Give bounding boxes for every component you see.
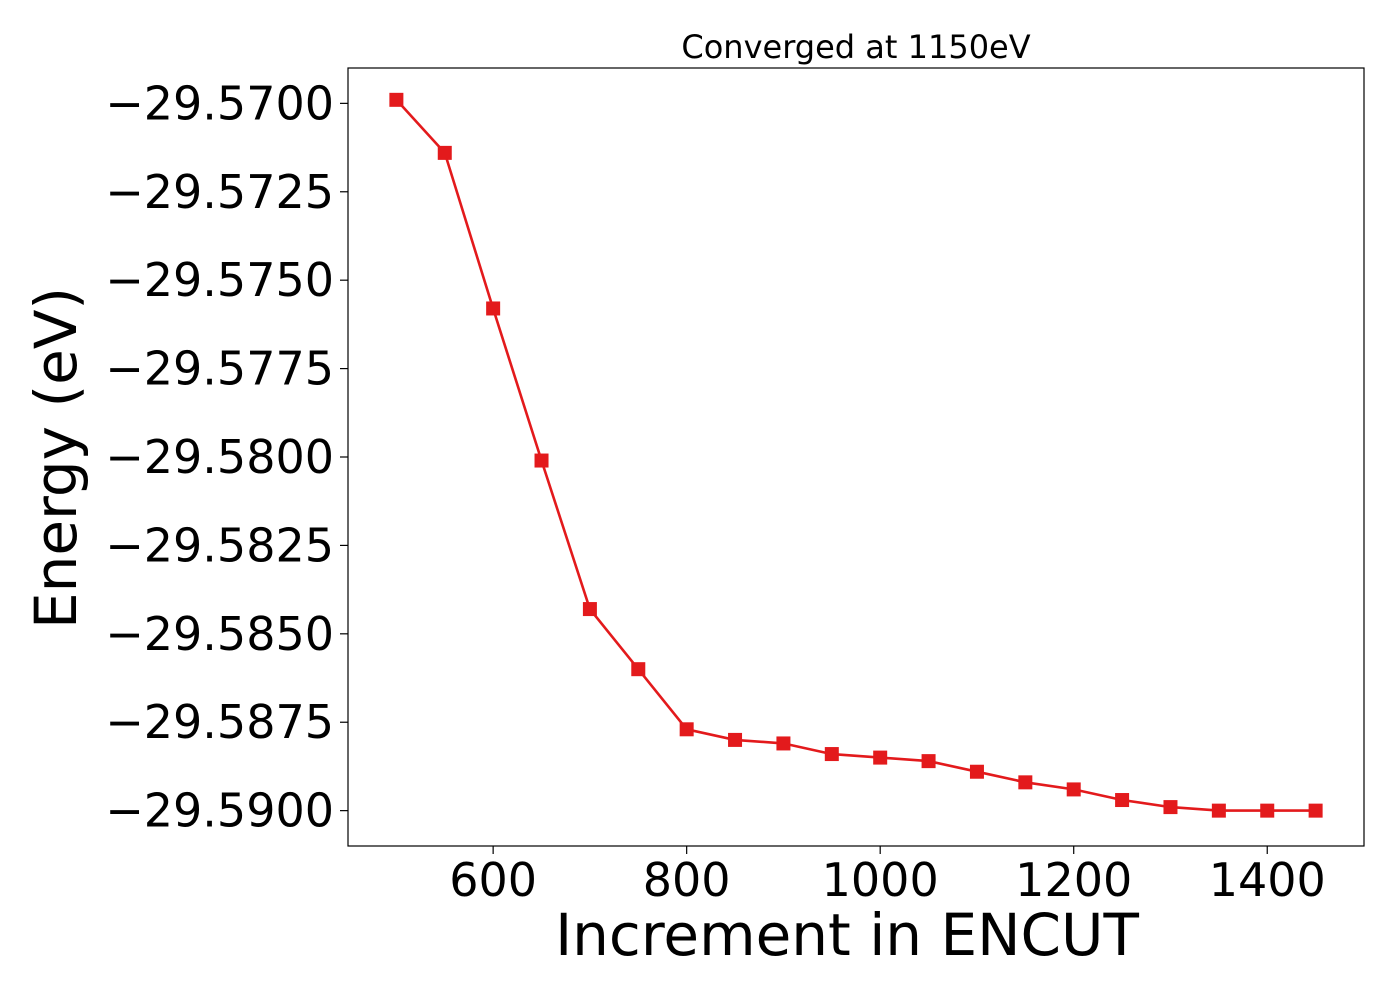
y-tick-label: −29.5825 xyxy=(105,518,334,572)
data-point-marker xyxy=(776,736,791,751)
data-point-marker xyxy=(437,145,452,160)
y-tick-label: −29.5700 xyxy=(105,76,334,130)
chart-title: Converged at 1150eV xyxy=(681,28,1030,66)
x-tick-label: 600 xyxy=(449,853,537,907)
y-tick-label: −29.5800 xyxy=(105,430,334,484)
data-point-marker xyxy=(486,301,501,316)
data-point-marker xyxy=(1066,782,1081,797)
x-tick-label: 1400 xyxy=(1209,853,1326,907)
y-tick-label: −29.5875 xyxy=(105,695,334,749)
series-line xyxy=(395,98,1316,812)
x-axis: 600 800 1000 1200 1400 xyxy=(449,846,1326,907)
data-point-marker xyxy=(1308,803,1323,818)
data-point-marker xyxy=(1115,793,1130,808)
plot-area-frame xyxy=(347,67,1365,847)
series-group xyxy=(389,92,1323,818)
y-axis: −29.5700 −29.5725 −29.5750 −29.5775 −29.5800… xyxy=(105,76,348,838)
y-tick-label: −29.5775 xyxy=(105,342,334,396)
data-point-marker xyxy=(1211,803,1226,818)
data-point-marker xyxy=(1260,803,1275,818)
y-tick-label: −29.5750 xyxy=(105,253,334,307)
data-point-marker xyxy=(582,602,597,617)
y-tick-label: −29.5725 xyxy=(105,165,334,219)
data-point-marker xyxy=(631,662,646,677)
data-point-marker xyxy=(679,722,694,737)
data-point-marker xyxy=(728,732,743,747)
y-axis-title: Energy (eV) xyxy=(22,287,90,629)
data-point-marker xyxy=(969,764,984,779)
x-tick-label: 800 xyxy=(643,853,731,907)
data-point-marker xyxy=(389,92,404,107)
x-tick-label: 1000 xyxy=(822,853,939,907)
data-point-marker xyxy=(921,754,936,769)
y-tick-label: −29.5900 xyxy=(105,784,334,838)
x-tick-label: 1200 xyxy=(1015,853,1132,907)
data-point-marker xyxy=(1018,775,1033,790)
data-point-marker xyxy=(1163,800,1178,815)
data-point-marker xyxy=(534,453,549,468)
x-axis-title: Increment in ENCUT xyxy=(555,901,1139,969)
data-point-marker xyxy=(873,750,888,765)
y-tick-label: −29.5850 xyxy=(105,607,334,661)
data-point-marker xyxy=(824,747,839,762)
